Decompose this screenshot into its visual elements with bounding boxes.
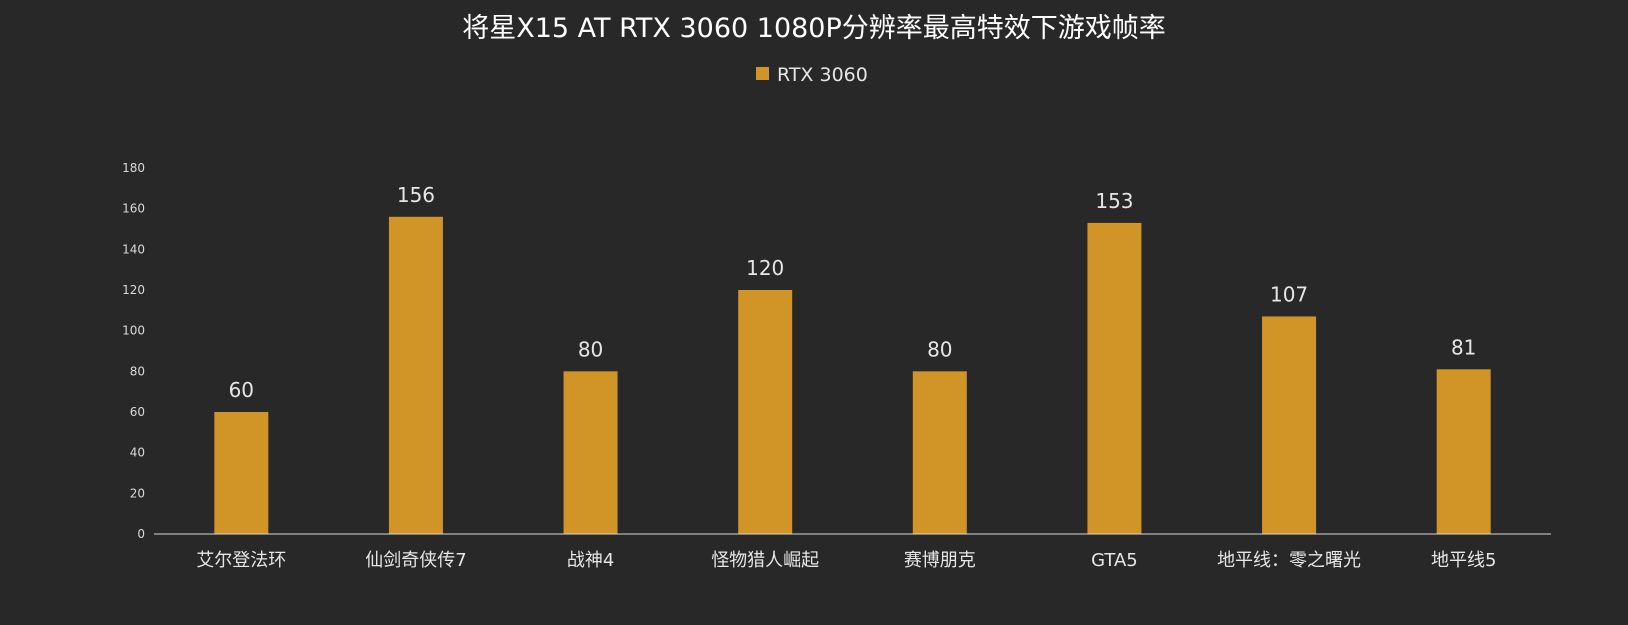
bar	[388, 216, 443, 535]
bar	[1087, 222, 1142, 534]
data-labels-group: 60 156 80 120 80 153 107 81	[229, 183, 1477, 402]
y-tick-label: 160	[122, 202, 145, 216]
y-tick-label: 140	[122, 242, 145, 256]
x-tick-label: GTA5	[1091, 550, 1138, 571]
legend-label: RTX 3060	[777, 64, 868, 86]
y-tick-label: 60	[130, 405, 145, 419]
x-tick-label: 艾尔登法环	[196, 550, 286, 571]
bar	[214, 412, 269, 534]
x-tick-label: 地平线：零之曙光	[1217, 550, 1361, 571]
data-label: 80	[927, 337, 952, 361]
x-tick-label: 赛博朋克	[904, 550, 976, 571]
y-tick-label: 0	[137, 527, 145, 541]
data-label: 60	[229, 378, 254, 402]
bar	[563, 371, 618, 534]
data-label: 81	[1451, 335, 1476, 359]
y-tick-label: 100	[122, 324, 145, 338]
x-tick-label: 仙剑奇侠传7	[365, 550, 466, 571]
y-tick-label: 20	[130, 486, 145, 500]
y-tick-label: 80	[130, 364, 145, 378]
y-tick-label: 40	[130, 446, 145, 460]
x-axis: 艾尔登法环 仙剑奇侠传7 战神4 怪物猎人崛起 赛博朋克 GTA5 地平线：零之曙光 地平线5	[154, 533, 1551, 571]
bar	[1436, 369, 1491, 534]
y-axis: 0 20 40 60 80 100 120 140 160 180	[122, 161, 145, 541]
y-tick-label: 120	[122, 283, 145, 297]
bar	[738, 290, 793, 534]
x-tick-label: 怪物猎人崛起	[711, 550, 819, 571]
legend-swatch	[756, 67, 769, 80]
bars-group	[214, 216, 1491, 535]
data-label: 107	[1270, 282, 1308, 306]
data-label: 156	[397, 183, 435, 207]
bar	[1262, 316, 1317, 534]
data-label: 153	[1095, 189, 1133, 213]
x-tick-label: 地平线5	[1431, 550, 1496, 571]
data-label: 80	[578, 337, 603, 361]
x-tick-label: 战神4	[567, 550, 614, 571]
data-label: 120	[746, 256, 784, 280]
chart-title: 将星X15 AT RTX 3060 1080P分辨率最高特效下游戏帧率	[462, 13, 1166, 44]
y-tick-label: 180	[122, 161, 145, 175]
legend: RTX 3060	[756, 64, 868, 86]
bar	[912, 371, 967, 534]
